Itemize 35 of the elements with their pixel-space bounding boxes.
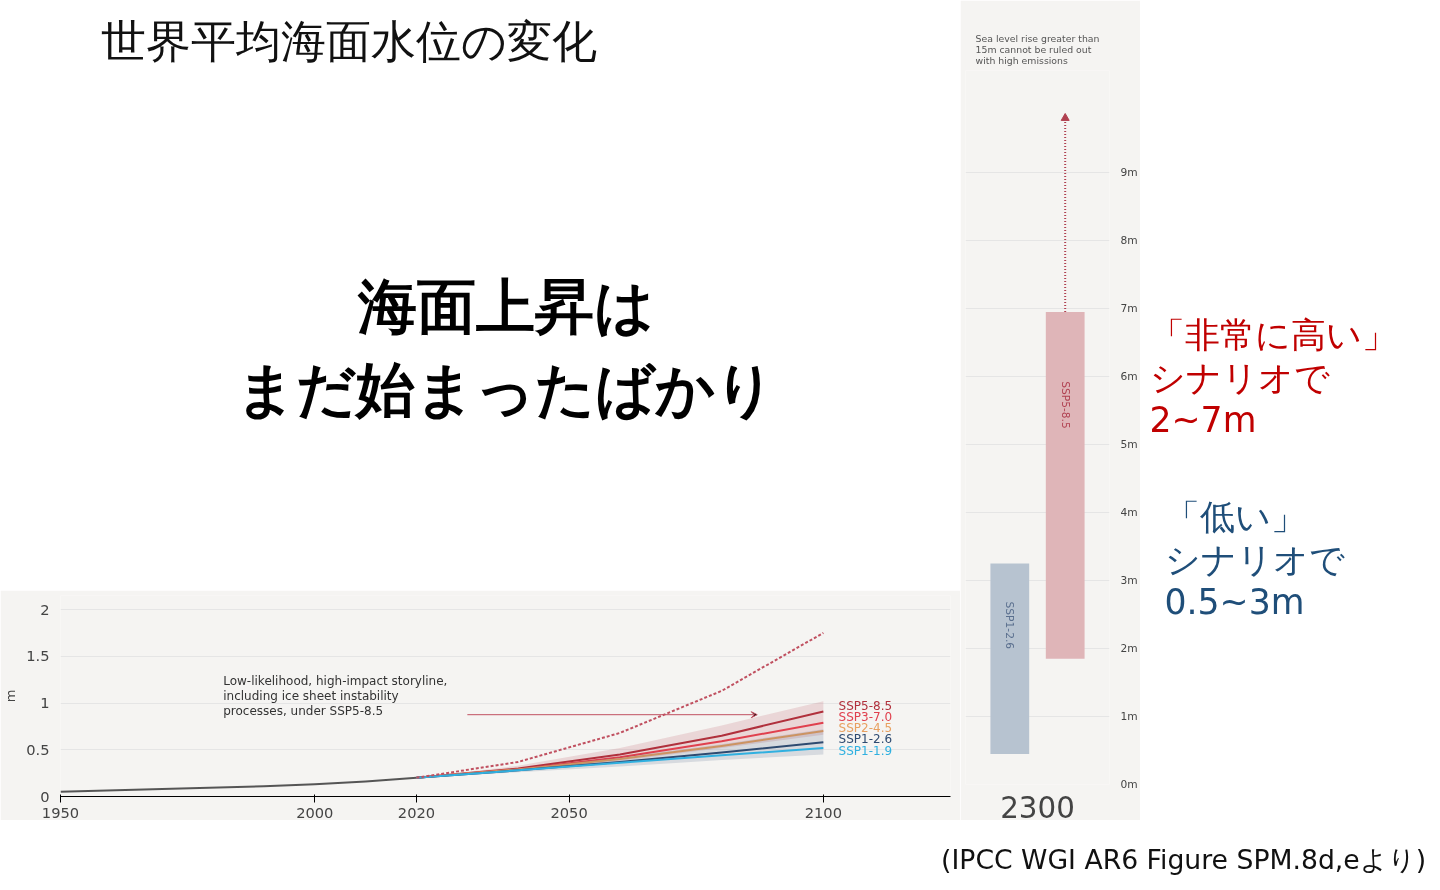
- y-tick-label: 1: [40, 694, 50, 712]
- x-tick-label: 2100: [804, 803, 843, 821]
- text: まだ始まったばかり: [236, 355, 775, 424]
- y-tick-label: 2m: [1120, 642, 1138, 655]
- x-tick-label: 1950: [41, 803, 80, 821]
- text: シナリオで: [1149, 357, 1330, 398]
- y-tick-label: 0.5: [26, 740, 50, 758]
- text: シナリオで: [1164, 539, 1345, 580]
- y-axis-title: m: [3, 689, 19, 703]
- text: (IPCC WGI AR6 Figure SPM.8d,eより): [941, 843, 1427, 875]
- y-tick-label: 3m: [1120, 574, 1138, 587]
- y-tick-label: 0m: [1120, 778, 1138, 791]
- y-tick-label: 9m: [1120, 166, 1138, 179]
- y-tick-label: 6m: [1120, 370, 1138, 383]
- x-tick-label: 2050: [550, 803, 588, 821]
- series-label: SSP5-8.5: [838, 698, 893, 713]
- y-tick-label: 4m: [1120, 506, 1138, 519]
- text: 0.5~3m: [1164, 582, 1305, 623]
- text: 2~7m: [1149, 400, 1257, 441]
- y-tick-label: 7m: [1120, 302, 1138, 315]
- text: 世界平均海面水位の変化: [100, 15, 597, 69]
- text: Sea level rise greater than 15m cannot be ruled out with high emissions: [975, 32, 1100, 66]
- y-tick-label: 1m: [1120, 710, 1138, 723]
- y-tick-label: 8m: [1120, 234, 1138, 247]
- y-tick-label: 1.5: [26, 647, 50, 665]
- annotation: Low-likelihood, high-impact storyline, including ice sheet instability processes, under SSP5-8.5: [223, 673, 448, 719]
- y-tick-label: 0: [40, 787, 50, 805]
- y-tick-label: 5m: [1120, 438, 1138, 451]
- x-tick-label: 2000: [296, 803, 334, 821]
- x-axis-title: 2300: [1000, 790, 1075, 825]
- text: 「低い」: [1164, 496, 1306, 537]
- y-tick-label: 2: [40, 600, 50, 618]
- text: 「非常に高い」: [1149, 314, 1397, 355]
- text: 海面上昇は: [356, 273, 654, 342]
- x-tick-label: 2020: [397, 803, 436, 821]
